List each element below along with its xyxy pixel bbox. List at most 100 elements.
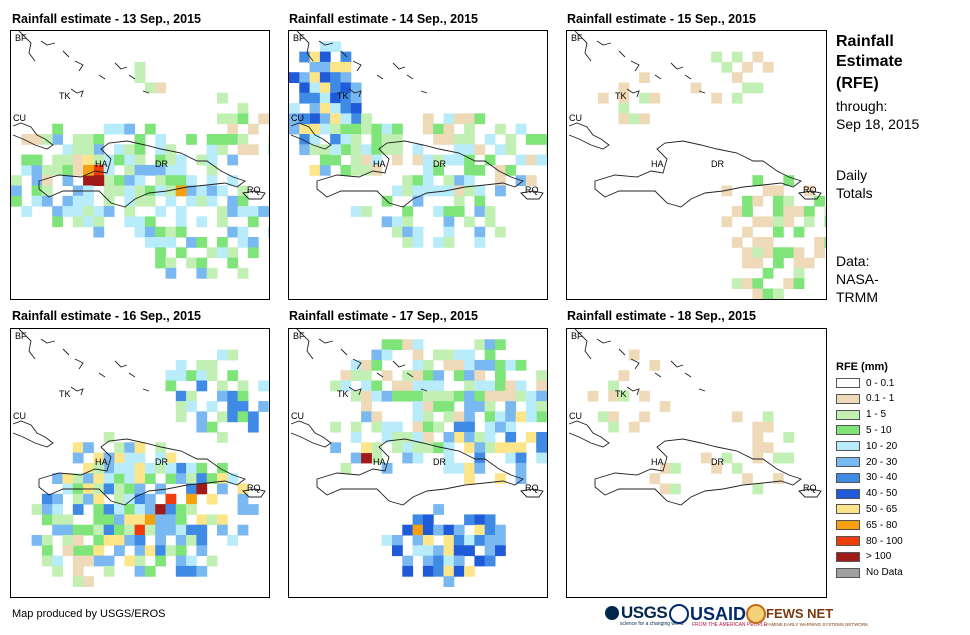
rainfall-cell — [783, 432, 795, 443]
rainfall-cell — [443, 175, 455, 186]
rainfall-cell — [227, 175, 239, 186]
rainfall-cell — [237, 195, 249, 207]
rainfall-cell — [752, 483, 764, 495]
rainfall-cell — [762, 442, 774, 454]
rainfall-cell — [422, 185, 434, 197]
rainfall-cell — [165, 195, 177, 207]
rainfall-cell — [83, 545, 94, 557]
rainfall-cell — [443, 524, 455, 536]
rainfall-cell — [412, 237, 424, 248]
rainfall-cell — [186, 483, 197, 495]
rainfall-cell — [350, 92, 362, 104]
map-label-ha: HA — [651, 457, 664, 467]
rainfall-cell — [93, 175, 105, 186]
rainfall-cell — [93, 206, 105, 217]
rainfall-cell — [422, 359, 434, 371]
rainfall-cell — [587, 390, 599, 402]
rainfall-cell — [361, 123, 372, 135]
usgs-tagline: science for a changing world — [620, 621, 684, 627]
rainfall-cell — [361, 390, 372, 402]
rainfall-cell — [41, 514, 53, 526]
rainfall-cell — [649, 473, 661, 484]
rainfall-cell — [464, 380, 475, 392]
rainfall-cell — [402, 185, 414, 197]
rainfall-cell — [783, 206, 795, 217]
rainfall-cell — [505, 442, 517, 454]
rainfall-cell — [206, 473, 218, 484]
rainfall-cell — [237, 113, 249, 125]
rainfall-cell — [247, 144, 259, 156]
rainfall-cell — [155, 154, 166, 166]
rainfall-cell — [340, 51, 352, 63]
map-label-bf: BF — [15, 331, 27, 341]
usaid-logo: USAID — [690, 604, 747, 624]
rainfall-cell — [536, 380, 547, 392]
usaid-tagline: FROM THE AMERICAN PEOPLE — [692, 622, 767, 628]
rainfall-cell — [134, 154, 146, 166]
rainfall-cell — [83, 462, 94, 474]
rainfall-cell — [155, 524, 166, 536]
rainfall-cell — [258, 401, 269, 412]
rainfall-cell — [155, 247, 166, 259]
rainfall-cell — [175, 390, 187, 402]
rainfall-cell — [433, 565, 444, 577]
rainfall-cell — [155, 555, 166, 567]
legend-row: 20 - 30 — [836, 456, 897, 468]
rainfall-cell — [773, 185, 784, 197]
rainfall-cell — [247, 247, 259, 259]
legend-row: 30 - 40 — [836, 472, 897, 484]
rainfall-cell — [762, 421, 774, 433]
rainfall-cell — [690, 82, 702, 94]
rainfall-cell — [206, 175, 218, 186]
rainfall-cell — [783, 195, 795, 207]
rainfall-cell — [247, 206, 259, 217]
rainfall-cell — [124, 473, 136, 484]
rainfall-cell — [72, 545, 84, 557]
rainfall-cell — [144, 565, 156, 577]
coastline — [318, 40, 414, 80]
rainfall-cell — [392, 154, 403, 166]
rainfall-cell — [93, 524, 105, 536]
rainfall-cell — [433, 237, 444, 248]
rainfall-cell — [793, 206, 805, 217]
rainfall-cell — [505, 401, 517, 412]
rainfall-cell — [536, 134, 547, 145]
map-label-ha: HA — [95, 457, 108, 467]
rainfall-cell — [731, 51, 743, 63]
coastline — [594, 140, 802, 208]
rainfall-cell — [350, 164, 362, 176]
rainfall-cell — [474, 185, 486, 197]
rainfall-cell — [155, 144, 166, 156]
rainfall-cell — [433, 545, 444, 557]
rainfall-cell — [371, 349, 383, 361]
rainfall-cell — [443, 442, 455, 454]
rainfall-cell — [155, 462, 166, 474]
rainfall-cell — [515, 390, 527, 402]
rainfall-cell — [144, 493, 156, 505]
rainfall-cell — [62, 206, 74, 217]
rainfall-cell — [103, 514, 115, 526]
rainfall-cell — [289, 103, 300, 114]
rainfall-cell — [443, 123, 455, 135]
rainfall-cell — [433, 154, 444, 166]
rainfall-cell — [474, 535, 486, 546]
rainfall-cell — [165, 524, 177, 536]
rainfall-cell — [186, 524, 197, 536]
rainfall-cell — [453, 421, 465, 433]
rainfall-cell — [72, 452, 84, 464]
rainfall-cell — [196, 483, 208, 495]
rainfall-cell — [515, 442, 527, 454]
rainfall-cell — [350, 390, 362, 402]
rainfall-cell — [464, 535, 475, 546]
rainfall-cell — [186, 390, 197, 402]
rainfall-cell — [453, 535, 465, 546]
rainfall-cell — [742, 473, 753, 484]
rainfall-cell — [93, 535, 105, 546]
rainfall-cell — [134, 545, 146, 557]
rainfall-cell — [762, 411, 774, 423]
rainfall-cell — [422, 411, 434, 423]
rainfall-cell — [484, 339, 496, 351]
rainfall-cell — [134, 185, 146, 197]
rainfall-cell — [134, 452, 146, 464]
rainfall-cell — [392, 442, 403, 454]
